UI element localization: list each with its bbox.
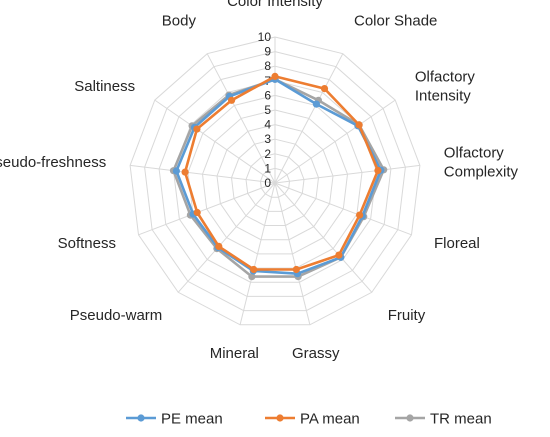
grid-ring [259,167,291,198]
radar-grid [129,36,421,326]
grid-spoke [274,182,412,236]
grid-ring [158,65,392,297]
legend-label: PE mean [161,411,223,428]
series-point [181,168,189,176]
series-point [271,72,279,80]
grid-spoke [138,182,276,236]
legend-label: TR mean [430,411,492,428]
series-point [312,100,320,108]
axis-label: Pseudo-warm [70,307,163,324]
grid-ring [129,36,421,326]
axis-label: Fruity [388,307,426,324]
axis-label: Color Shade [354,13,437,30]
radar-axis-labels: Color Intensity Color Shade Olfactory Inten… [0,0,518,362]
scale-tick-label: 10 [258,30,272,44]
legend-marker [276,414,284,422]
axis-label: Mineral [210,345,259,362]
grid-ring [245,153,305,212]
grid-spoke [130,164,276,184]
series-point [193,208,201,217]
scale-tick-label: 1 [264,161,271,175]
series-point [356,211,364,219]
axis-label: Intensity [415,87,471,104]
grid-spoke [274,164,420,184]
scale-tick-label: 0 [264,176,271,190]
grid-ring [187,94,363,269]
axis-label: Grassy [292,345,340,362]
scale-tick-label: 3 [264,132,271,146]
axis-label: Softness [58,235,116,252]
axis-label: Color Intensity [227,0,323,10]
series-point [320,85,329,93]
series-point [335,251,343,259]
grid-ring [216,124,334,241]
axis-label: Body [162,13,197,30]
legend-marker [406,414,414,422]
axis-label: Floreal [434,235,480,252]
grid-spoke [274,53,344,184]
axis-label: Olfactory [444,145,505,162]
scale-tick-label: 6 [264,88,271,102]
axis-label: Olfactory [415,68,476,85]
scale-tick-label: 8 [264,59,271,73]
scale-tick-label: 5 [264,103,271,117]
chart-legend: PE mean PA mean TR mean [126,411,492,428]
series-point [193,125,201,133]
series-point [215,242,223,250]
scale-tick-label: 4 [264,118,271,132]
series-point [172,167,180,175]
grid-ring [230,138,320,226]
series-point [292,265,300,274]
scale-tick-label: 2 [264,147,271,161]
series-line [183,75,380,271]
grid-spoke [274,182,373,293]
grid-spoke [177,182,276,293]
grid-spoke [274,182,311,325]
series-point [248,273,256,281]
axis-label: Complexity [444,164,519,181]
grid-spoke [154,99,276,184]
grid-spoke [206,53,276,184]
axis-label: Pseudo-freshness [0,154,106,171]
series-pa-mean [181,72,382,274]
grid-ring [144,51,406,312]
legend-marker [137,414,145,422]
grid-spoke [274,99,396,184]
axis-label: Saltiness [74,78,135,95]
series-point [250,265,258,274]
grid-ring [201,109,349,255]
series-point [374,166,382,175]
grid-spoke [239,182,276,325]
scale-tick-label: 9 [264,45,271,59]
series-line [172,78,386,278]
series-point [228,96,236,104]
legend-label: PA mean [300,411,360,428]
series-point [355,121,363,129]
radar-series [169,72,388,281]
